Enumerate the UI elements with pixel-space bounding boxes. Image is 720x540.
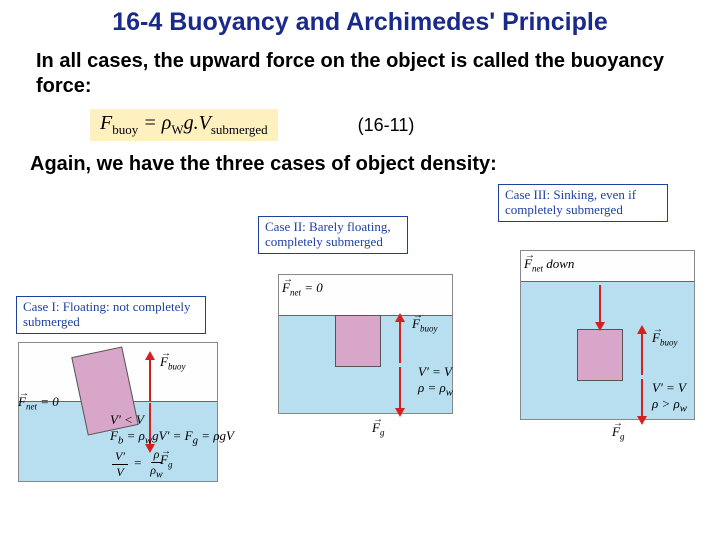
- figure-area: Case I: Floating: not completely submerg…: [0, 184, 720, 504]
- case2-label: Case II: Barely floating, completely sub…: [258, 216, 408, 254]
- case2-fnet-label: →Fnet = 0: [282, 280, 323, 298]
- case1-math: V′ < V Fb = ρwgV′ = Fg = ρgV V′V = ρρw: [110, 412, 300, 481]
- page-title: 16-4 Buoyancy and Archimedes' Principle: [0, 0, 720, 47]
- case2-fbuoy-label: →Fbuoy: [412, 316, 437, 334]
- case2-math: V′ = V ρ = ρw: [418, 364, 453, 399]
- buoyancy-equation: Fbuoy = ρWg.Vsubmerged: [90, 109, 278, 141]
- equation-reference: (16-11): [358, 115, 415, 136]
- case3-math: V′ = V ρ > ρw: [652, 380, 687, 415]
- equation-row: Fbuoy = ρWg.Vsubmerged (16-11): [90, 109, 720, 141]
- case3-label: Case III: Sinking, even if completely su…: [498, 184, 668, 222]
- case2-fg-label: →Fg: [372, 420, 384, 438]
- case1-fbuoy-label: →Fbuoy: [160, 354, 185, 372]
- case3-object: [577, 329, 623, 381]
- case1-label: Case I: Floating: not completely submerg…: [16, 296, 206, 334]
- case2-fg-arrow: [399, 367, 401, 409]
- cases-intro: Again, we have the three cases of object…: [0, 145, 720, 184]
- case1-fbuoy-arrow: [149, 359, 151, 401]
- case3-fnet-label: →Fnet down: [524, 256, 574, 274]
- case3-fg-arrow: [641, 379, 643, 417]
- case3-fbuoy-arrow: [641, 333, 643, 375]
- case2-object: [335, 315, 381, 367]
- case2-fbuoy-arrow: [399, 321, 401, 363]
- intro-text: In all cases, the upward force on the ob…: [0, 47, 720, 105]
- case3-fbuoy-label: →Fbuoy: [652, 330, 677, 348]
- case1-fnet-label: →Fnet = 0: [18, 394, 59, 412]
- case3-fg-label: →Fg: [612, 424, 624, 442]
- case3-fnet-arrow: [599, 285, 601, 323]
